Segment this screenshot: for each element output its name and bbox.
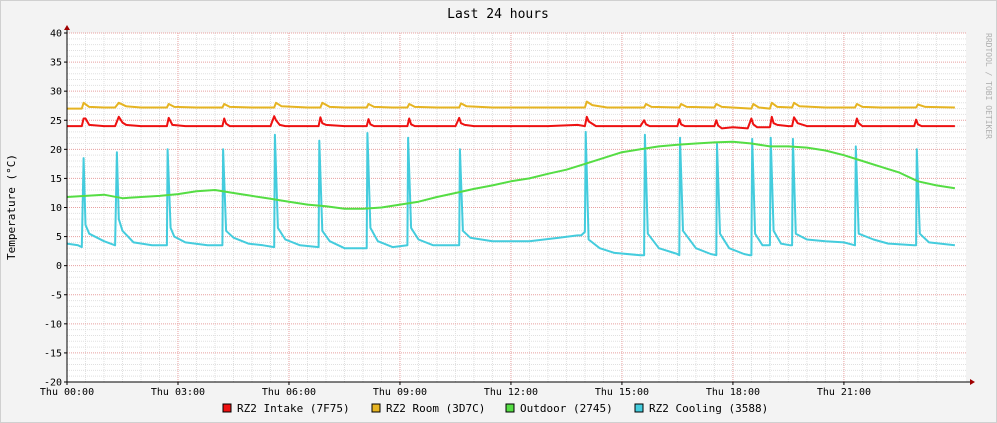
x-tick-label: Thu 00:00 xyxy=(40,387,94,398)
y-tick-label: 0 xyxy=(56,261,62,272)
y-tick-label: -15 xyxy=(44,348,62,359)
x-tick-label: Thu 12:00 xyxy=(484,387,538,398)
legend-label: RZ2 Intake (7F75) xyxy=(237,402,350,415)
y-tick-label: 25 xyxy=(50,116,62,127)
x-tick-label: Thu 15:00 xyxy=(595,387,649,398)
y-tick-label: 5 xyxy=(56,232,62,243)
chart-title: Last 24 hours xyxy=(447,7,549,22)
legend-label: Outdoor (2745) xyxy=(520,402,613,415)
legend-label: RZ2 Cooling (3588) xyxy=(649,402,768,415)
y-tick-label: 15 xyxy=(50,174,62,185)
data-series xyxy=(66,100,956,257)
y-tick-label: 10 xyxy=(50,203,62,214)
x-axis-ticks: Thu 00:00 Thu 03:00 Thu 06:00 Thu 09:00 Thu … xyxy=(40,382,871,398)
plot-area xyxy=(67,33,966,382)
axes xyxy=(64,25,975,385)
x-tick-label: Thu 09:00 xyxy=(373,387,427,398)
y-tick-label: 30 xyxy=(50,87,62,98)
x-tick-label: Thu 18:00 xyxy=(706,387,760,398)
y-tick-label: -5 xyxy=(50,290,62,301)
y-axis-label: Temperature (°C) xyxy=(5,154,18,260)
y-tick-label: -20 xyxy=(44,378,62,389)
y-axis-ticks: 40 35 30 25 20 15 10 5 0 -5 -10 -15 -20 xyxy=(44,29,67,389)
legend-swatch xyxy=(505,403,515,413)
x-axis-arrow xyxy=(970,379,975,385)
x-tick-label: Thu 21:00 xyxy=(817,387,871,398)
x-tick-label: Thu 03:00 xyxy=(151,387,205,398)
legend-label: RZ2 Room (3D7C) xyxy=(386,402,485,415)
rrdtool-watermark: RRDTOOL / TOBI OETIKER xyxy=(984,33,993,139)
series-line-1 xyxy=(67,100,955,110)
legend-swatch xyxy=(371,403,381,413)
y-tick-label: 35 xyxy=(50,58,62,69)
series-line-3 xyxy=(66,130,956,257)
series-line-0 xyxy=(67,115,955,130)
y-tick-label: 40 xyxy=(50,29,62,40)
legend: RZ2 Intake (7F75) RZ2 Room (3D7C) Outdoor … xyxy=(222,402,768,415)
series-line-2 xyxy=(66,140,956,210)
y-axis-arrow xyxy=(64,25,70,30)
y-tick-label: -10 xyxy=(44,319,62,330)
y-tick-label: 20 xyxy=(50,145,62,156)
x-tick-label: Thu 06:00 xyxy=(262,387,316,398)
legend-swatch xyxy=(634,403,644,413)
legend-swatch xyxy=(222,403,232,413)
